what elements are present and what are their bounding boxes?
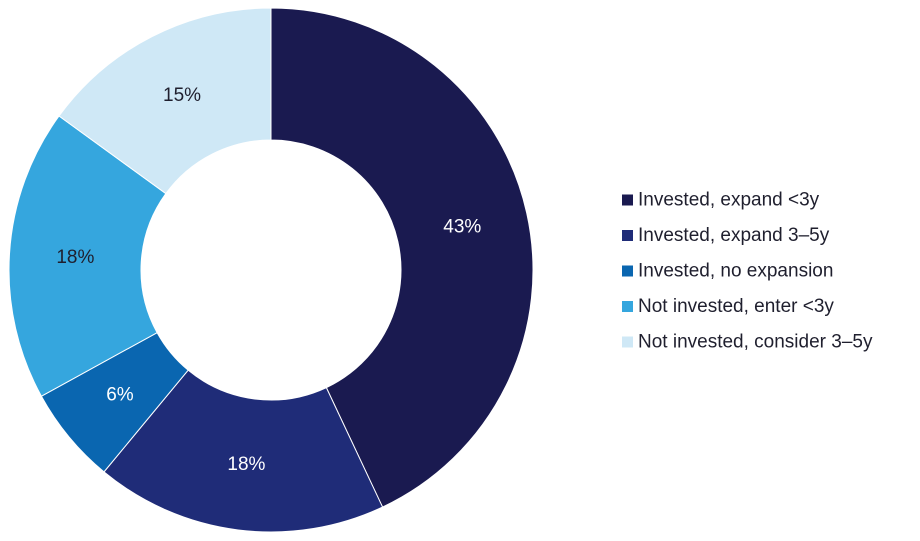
legend-label-0: Invested, expand <3y [638, 190, 820, 211]
legend-item-2: Invested, no expansion [622, 261, 833, 282]
legend-item-1: Invested, expand 3–5y [622, 225, 830, 246]
slice-0 [270, 7, 534, 508]
slice-4 [58, 7, 272, 195]
legend-label-1: Invested, expand 3–5y [638, 225, 830, 246]
legend-label-2: Invested, no expansion [638, 261, 833, 282]
legend-swatch-4 [622, 336, 633, 348]
slice-label-0: 43% [443, 217, 481, 238]
legend: Invested, expand <3y Invested, expand 3–5… [622, 190, 873, 353]
donut-slices [8, 7, 534, 533]
legend-item-0: Invested, expand <3y [622, 190, 820, 211]
slice-label-1: 18% [227, 454, 265, 475]
slice-3 [8, 115, 167, 397]
legend-item-3: Not invested, enter <3y [622, 296, 834, 317]
legend-swatch-1 [622, 230, 633, 241]
legend-label-3: Not invested, enter <3y [638, 296, 834, 317]
legend-swatch-0 [622, 194, 633, 206]
slice-label-3: 18% [56, 247, 94, 268]
slice-labels: 43% 18% 6% 18% 15% [56, 85, 481, 475]
legend-label-4: Not invested, consider 3–5y [638, 332, 873, 353]
slice-label-4: 15% [163, 85, 201, 106]
slice-label-2: 6% [106, 384, 134, 405]
legend-item-4: Not invested, consider 3–5y [622, 332, 873, 353]
legend-swatch-2 [622, 265, 633, 277]
slice-1 [103, 369, 384, 533]
legend-swatch-3 [622, 301, 633, 312]
